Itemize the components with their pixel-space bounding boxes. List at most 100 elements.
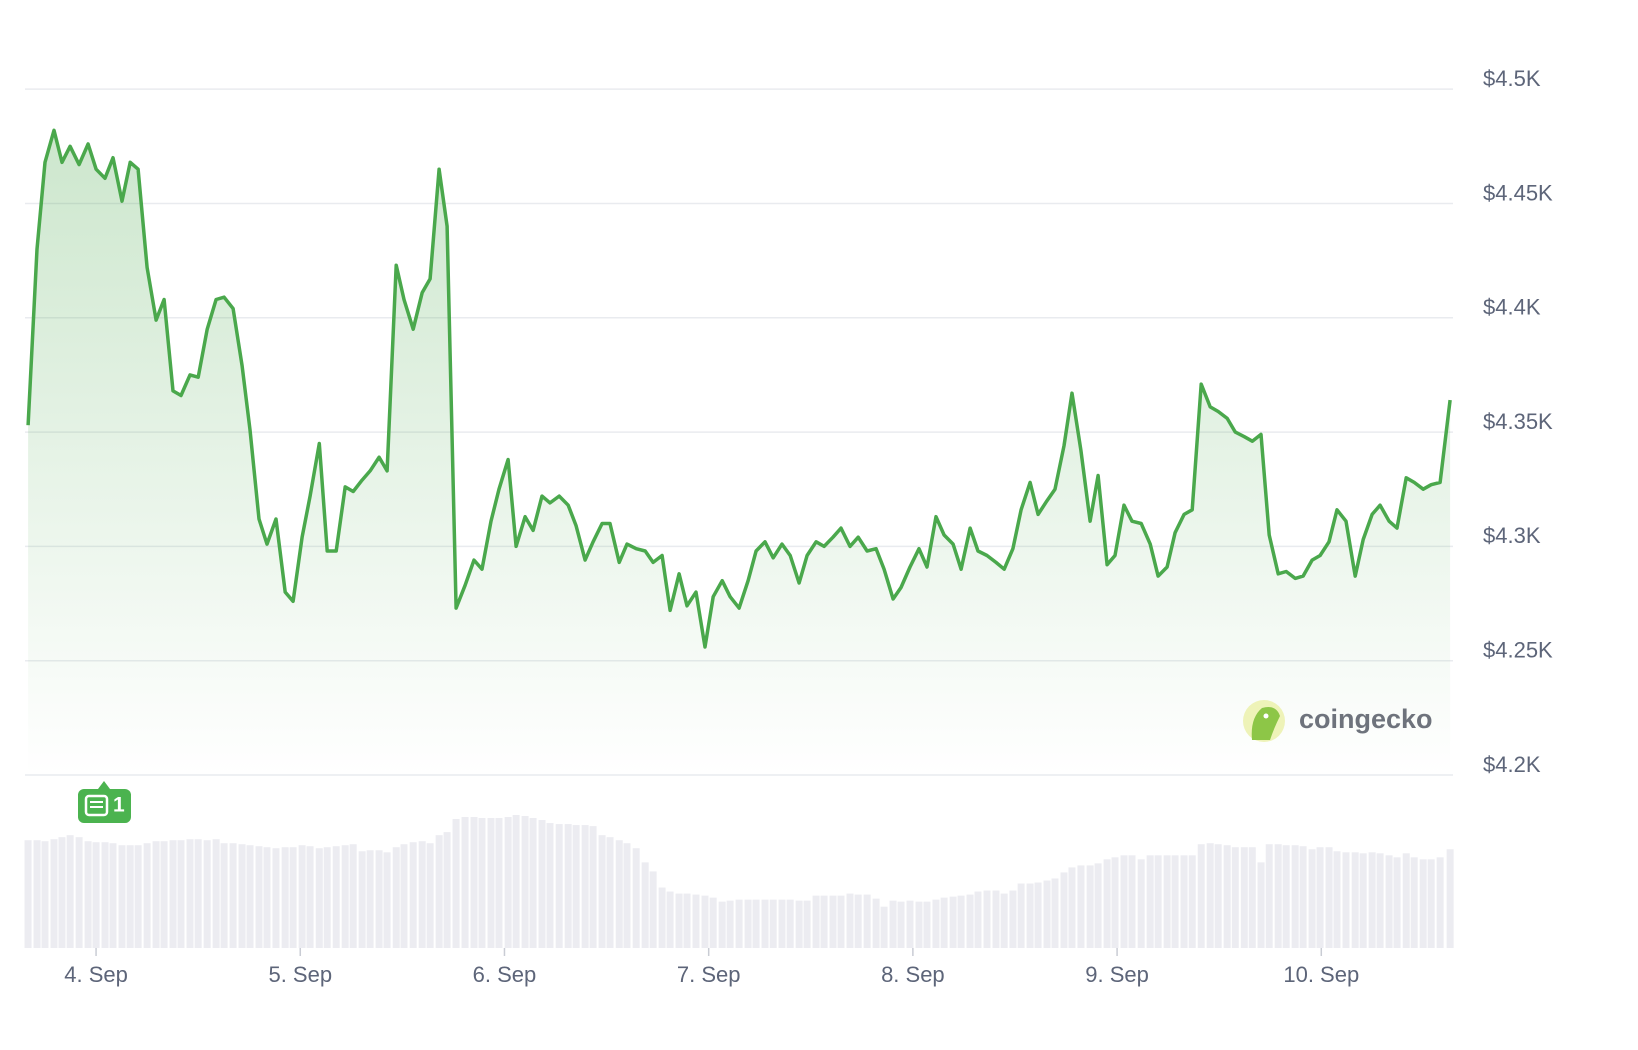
volume-bar — [778, 899, 786, 948]
volume-bar — [726, 900, 734, 948]
volume-bar — [109, 843, 117, 948]
volume-bar — [1265, 844, 1273, 948]
volume-bar — [1000, 893, 1008, 948]
volume-bar — [932, 899, 940, 948]
volume-bar — [1427, 859, 1435, 948]
volume-bar — [177, 840, 185, 948]
volume-bar — [1223, 845, 1231, 948]
volume-bar — [349, 844, 357, 948]
volume-bar — [615, 840, 623, 948]
volume-bar — [538, 820, 546, 948]
y-tick-label: $4.5K — [1483, 66, 1541, 91]
volume-bar — [1446, 849, 1454, 948]
volume-bar — [521, 816, 529, 948]
volume-bar — [649, 871, 657, 948]
volume-bar — [992, 890, 1000, 948]
volume-bar — [58, 837, 66, 948]
volume-bar — [761, 899, 769, 948]
volume-bar — [1240, 847, 1248, 948]
volume-bar — [692, 894, 700, 948]
volume-bar — [220, 843, 228, 948]
volume-layer — [24, 815, 1454, 948]
volume-bar — [1188, 855, 1196, 948]
volume-bar — [281, 847, 289, 948]
y-tick-label: $4.45K — [1483, 180, 1553, 205]
news-badge-pointer — [98, 781, 110, 789]
news-badge[interactable]: 1 — [78, 781, 131, 823]
volume-bar — [1274, 844, 1282, 948]
volume-bar — [1248, 847, 1256, 948]
volume-bar — [1393, 857, 1401, 948]
volume-bar — [92, 842, 100, 948]
volume-bar — [623, 843, 631, 948]
volume-bar — [203, 840, 211, 948]
volume-bar — [675, 893, 683, 948]
volume-bar — [143, 843, 151, 948]
volume-bar — [1368, 852, 1376, 948]
volume-bar — [1197, 844, 1205, 948]
volume-bar — [263, 847, 271, 948]
volume-bar — [1086, 865, 1094, 948]
volume-bar — [1419, 859, 1427, 948]
x-tick-label: 6. Sep — [473, 962, 537, 987]
volume-bar — [392, 847, 400, 948]
volume-bar — [949, 896, 957, 948]
volume-bar — [495, 818, 503, 948]
volume-bar — [606, 837, 614, 948]
volume-bar — [452, 819, 460, 948]
volume-bar — [358, 851, 366, 948]
volume-bar — [1146, 855, 1154, 948]
volume-bar — [683, 893, 691, 948]
volume-bar — [803, 900, 811, 948]
volume-bar — [212, 839, 220, 948]
volume-bar — [837, 895, 845, 948]
volume-bar — [194, 839, 202, 948]
volume-bar — [735, 899, 743, 948]
volume-bar — [906, 900, 914, 948]
volume-bar — [1103, 859, 1111, 948]
volume-bar — [1359, 853, 1367, 948]
volume-bar — [50, 839, 58, 948]
volume-bar — [487, 818, 495, 948]
volume-bar — [769, 899, 777, 948]
volume-bar — [555, 824, 563, 948]
volume-bar — [641, 862, 649, 948]
volume-bar — [160, 841, 168, 948]
volume-bar — [409, 842, 417, 948]
volume-bar — [974, 891, 982, 948]
watermark: coingecko — [1243, 700, 1433, 742]
volume-bar — [1214, 844, 1222, 948]
volume-bar — [863, 894, 871, 948]
volume-bar — [1043, 880, 1051, 948]
volume-bar — [795, 900, 803, 948]
volume-bar — [470, 817, 478, 948]
volume-bar — [854, 894, 862, 948]
volume-bar — [126, 845, 134, 948]
volume-bar — [598, 835, 606, 948]
volume-bar — [118, 845, 126, 948]
volume-bar — [1436, 857, 1444, 948]
volume-bar — [512, 815, 520, 948]
volume-bar — [169, 840, 177, 948]
volume-bar — [564, 824, 572, 948]
volume-bar — [375, 850, 383, 948]
volume-bar — [915, 901, 923, 948]
volume-bar — [940, 897, 948, 948]
volume-bar — [752, 899, 760, 948]
x-tick-label: 10. Sep — [1283, 962, 1359, 987]
volume-bar — [1342, 852, 1350, 948]
volume-bar — [1171, 855, 1179, 948]
volume-bar — [435, 835, 443, 948]
price-line — [26, 128, 1452, 649]
volume-bar — [246, 845, 254, 948]
volume-bar — [589, 826, 597, 948]
volume-bar — [666, 891, 674, 948]
volume-bar — [1385, 855, 1393, 948]
volume-bar — [1299, 846, 1307, 948]
volume-bar — [718, 901, 726, 948]
volume-bar — [744, 899, 752, 948]
volume-bar — [812, 895, 820, 948]
volume-bar — [1026, 883, 1034, 948]
volume-bar — [966, 894, 974, 948]
